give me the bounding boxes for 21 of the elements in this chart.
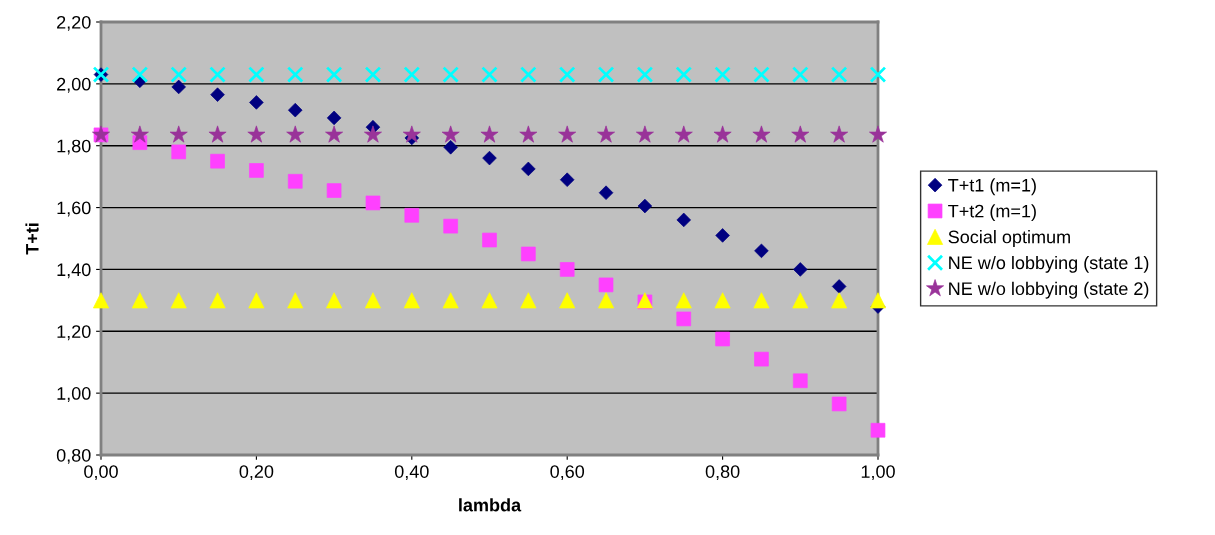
y-tick-label: 1,80 [57, 139, 91, 155]
x-axis-title: lambda [459, 498, 522, 512]
y-axis-title: T+ti [25, 223, 39, 255]
x-tick-label: 1,00 [861, 465, 895, 481]
y-tick-label: 1,20 [57, 325, 91, 341]
y-tick-label: 2,20 [57, 15, 91, 31]
legend-label: Social optimum [948, 230, 1070, 247]
y-tick-label: 1,40 [57, 263, 91, 279]
y-tick-label: 1,00 [57, 387, 91, 402]
y-tick-label: 2,00 [57, 77, 91, 93]
x-tick-label: 0,40 [394, 465, 429, 481]
legend-label: T+t1 (m=1) [948, 178, 1036, 196]
x-tick-label: 0,20 [239, 465, 274, 481]
legend-label: T+t2 (m=1) [948, 204, 1036, 222]
x-tick-label: 0,00 [84, 465, 118, 481]
y-tick-label: 1,60 [57, 201, 91, 217]
y-tick-label: 0,80 [56, 448, 91, 464]
x-tick-label: 0,80 [705, 465, 740, 481]
legend-label: NE w/o lobbying (state 2) [949, 281, 1149, 299]
x-tick-label: 0,60 [550, 465, 585, 481]
legend-label: NE w/o lobbying (state 1) [949, 255, 1149, 273]
